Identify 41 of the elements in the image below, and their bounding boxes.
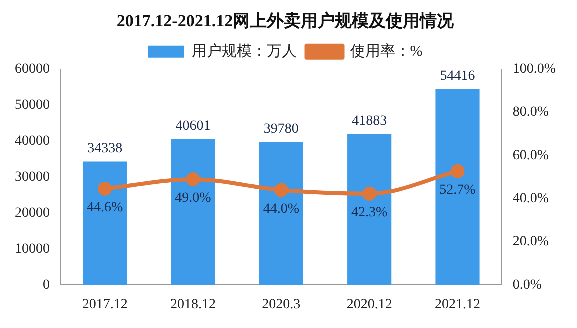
x-tick-label: 2020.3: [262, 297, 301, 312]
data-label: 40601: [176, 118, 211, 134]
point: [274, 183, 288, 198]
bar: [171, 139, 216, 286]
bar: [83, 162, 128, 286]
bar: [436, 89, 480, 286]
y2-tick-label: 0.0%: [512, 278, 542, 293]
y-tick-label: 0: [43, 278, 50, 293]
point: [98, 182, 112, 196]
point: [450, 164, 465, 178]
y2-tick-label: 100.0%: [512, 62, 556, 78]
data-label: 41883: [352, 114, 388, 130]
y2-tick-label: 40.0%: [512, 192, 550, 207]
data-label: 52.7%: [440, 183, 476, 198]
y-tick-label: 10000: [15, 242, 50, 257]
data-label: 54416: [440, 69, 476, 84]
x-tick-label: 2017.12: [82, 297, 128, 312]
y2-tick-label: 60.0%: [512, 148, 550, 164]
data-label: 44.6%: [87, 200, 124, 216]
y2-tick-label: 20.0%: [512, 234, 550, 250]
x-tick-label: 2021.12: [435, 297, 481, 312]
chart-title: 2017.12-2021.12网上外卖用户规模及使用情况: [116, 12, 456, 31]
y2-tick-label: 80.0%: [512, 105, 550, 120]
bar: [348, 134, 392, 286]
data-label: 49.0%: [175, 191, 212, 206]
point: [362, 186, 377, 201]
data-label: 39780: [264, 122, 299, 137]
bar: [259, 142, 304, 286]
y-tick-label: 30000: [15, 170, 50, 185]
legend-label: 用户规模：万人: [192, 42, 297, 60]
point: [186, 172, 200, 186]
x-tick-label: 2020.12: [346, 297, 392, 312]
x-tick-label: 2018.12: [170, 297, 216, 312]
y-tick-label: 50000: [15, 98, 50, 114]
data-label: 44.0%: [263, 202, 300, 217]
y-tick-label: 20000: [15, 206, 50, 221]
y-tick-label: 40000: [15, 134, 50, 150]
y-tick-label: 60000: [15, 62, 50, 78]
data-label: 34338: [88, 141, 123, 156]
data-label: 42.3%: [352, 206, 388, 221]
legend-label: 使用率：%: [350, 42, 423, 60]
